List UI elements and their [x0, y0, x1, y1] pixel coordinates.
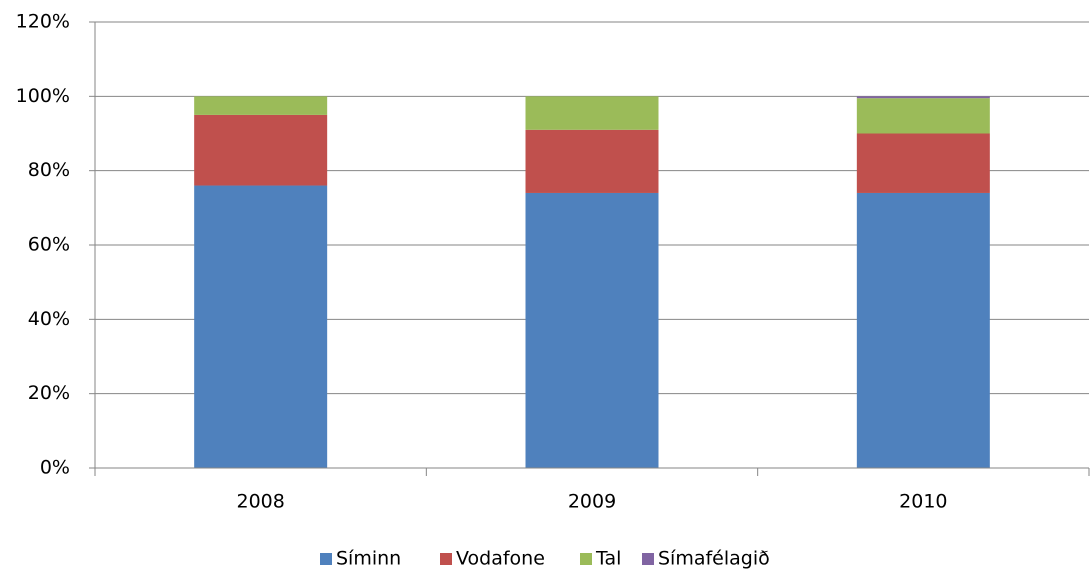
bar-segment: [525, 129, 659, 193]
legend-label: Síminn: [336, 548, 401, 570]
legend-swatch: [320, 553, 332, 565]
y-tick-label: 100%: [16, 85, 70, 107]
legend-swatch: [642, 553, 654, 565]
bar-segment: [525, 192, 659, 468]
y-tick-label: 40%: [28, 308, 70, 330]
legend-label: Tal: [595, 548, 621, 570]
bar-segment: [856, 96, 990, 99]
legend-swatch: [580, 553, 592, 565]
y-tick-label: 80%: [28, 159, 70, 181]
legend-swatch: [440, 553, 452, 565]
x-tick-label: 2009: [568, 491, 616, 513]
bar-segment: [856, 133, 990, 193]
bar-segment: [525, 96, 659, 130]
legend-label: Vodafone: [456, 548, 545, 570]
y-tick-label: 60%: [28, 234, 70, 256]
bar-segment: [856, 98, 990, 134]
y-tick-label: 20%: [28, 382, 70, 404]
bar-segment: [194, 185, 328, 469]
bar-segment: [194, 96, 328, 115]
x-tick-label: 2008: [236, 491, 284, 513]
y-tick-label: 0%: [40, 457, 70, 479]
legend-label: Símafélagið: [658, 548, 770, 570]
bar-segment: [856, 192, 990, 468]
y-tick-label: 120%: [16, 11, 70, 33]
bar-segment: [194, 114, 328, 186]
x-tick-label: 2010: [899, 491, 947, 513]
